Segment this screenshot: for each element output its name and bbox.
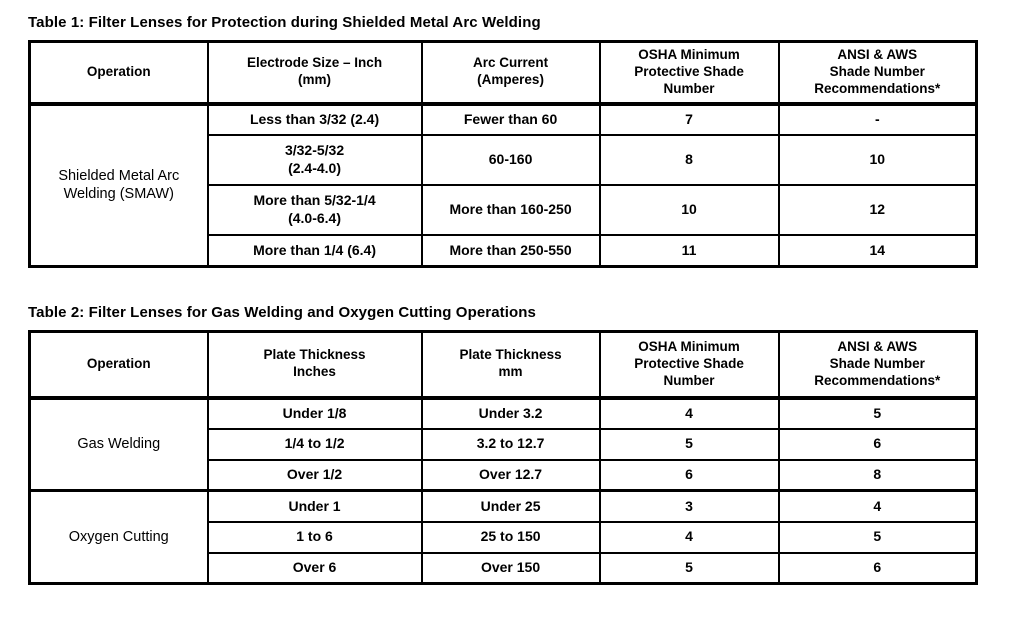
table-cell: Under 1	[206, 489, 423, 523]
table1-header-electrode-size: Electrode Size – Inch (mm)	[206, 40, 423, 106]
table2-header-operation: Operation	[28, 330, 209, 400]
table-cell: 3.2 to 12.7	[420, 427, 601, 461]
table-cell: Over 1/2	[206, 458, 423, 492]
smaw-filter-table: Operation Electrode Size – Inch (mm) Arc…	[28, 40, 978, 268]
table2-header-plate-thickness-mm: Plate Thickness mm	[420, 330, 601, 400]
table-row: Oxygen Cutting Under 1 Under 25 3 4	[28, 489, 978, 585]
table-cell: 7	[598, 102, 780, 136]
table-row: Over 1/2 Over 12.7 6 8	[30, 458, 978, 492]
table-row: Over 6 Over 150 5 6	[30, 551, 978, 585]
table-cell: 12	[777, 183, 978, 236]
table-row: 3/32-5/32 (2.4-4.0) 60-160 8 10	[30, 133, 978, 186]
table-cell: 60-160	[420, 133, 601, 186]
table-cell: 4	[777, 489, 978, 523]
table-cell: 3	[598, 489, 780, 523]
table-cell: 14	[777, 233, 978, 268]
table-cell: 25 to 150	[420, 520, 601, 554]
table1-title: Table 1: Filter Lenses for Protection du…	[28, 14, 541, 31]
table-cell: 5	[598, 551, 780, 585]
table2-header-ansi-aws-shade: ANSI & AWS Shade Number Recommendations*	[777, 330, 978, 400]
table-cell: 6	[777, 551, 978, 585]
oxygen-cutting-group: Oxygen Cutting Under 1 Under 25 3 4 1 to…	[28, 489, 978, 585]
table-cell: Under 3.2	[420, 396, 601, 430]
table1-header-row: Operation Electrode Size – Inch (mm) Arc…	[28, 40, 978, 106]
table-cell: 3/32-5/32 (2.4-4.0)	[206, 133, 423, 186]
table2-title: Table 2: Filter Lenses for Gas Welding a…	[28, 304, 536, 321]
table-cell: 5	[598, 427, 780, 461]
table-cell: 6	[777, 427, 978, 461]
table-cell: Less than 3/32 (2.4)	[206, 102, 423, 136]
operation-cell-smaw: Shielded Metal Arc Welding (SMAW)	[28, 102, 209, 268]
table-row: More than 5/32-1/4 (4.0-6.4) More than 1…	[30, 183, 978, 236]
table-cell: More than 250-550	[420, 233, 601, 268]
operation-cell-gas-welding: Gas Welding	[28, 396, 209, 492]
gas-welding-oxygen-cutting-filter-table: Operation Plate Thickness Inches Plate T…	[28, 330, 978, 585]
table-cell: Over 12.7	[420, 458, 601, 492]
table-cell: Under 1/8	[206, 396, 423, 430]
table2-header-row: Operation Plate Thickness Inches Plate T…	[28, 330, 978, 400]
table-row: Shielded Metal Arc Welding (SMAW) Less t…	[28, 102, 978, 268]
table1-header-ansi-aws-shade: ANSI & AWS Shade Number Recommendations*	[777, 40, 978, 106]
table-cell: Over 150	[420, 551, 601, 585]
table-cell: Fewer than 60	[420, 102, 601, 136]
table2-header-osha-shade: OSHA Minimum Protective Shade Number	[598, 330, 780, 400]
operation-cell-oxygen-cutting: Oxygen Cutting	[28, 489, 209, 585]
table-cell: Under 25	[420, 489, 601, 523]
table-row: 1/4 to 1/2 3.2 to 12.7 5 6	[30, 427, 978, 461]
table-row: 1 to 6 25 to 150 4 5	[30, 520, 978, 554]
table-cell: 1 to 6	[206, 520, 423, 554]
table-cell: 10	[777, 133, 978, 186]
table-cell: More than 160-250	[420, 183, 601, 236]
table1-header-arc-current: Arc Current (Amperes)	[420, 40, 601, 106]
table2-header-plate-thickness-inches: Plate Thickness Inches	[206, 330, 423, 400]
table-cell: 4	[598, 396, 780, 430]
table-cell: 4	[598, 520, 780, 554]
table-cell: 6	[598, 458, 780, 492]
table-cell: More than 1/4 (6.4)	[206, 233, 423, 268]
table-cell: 8	[598, 133, 780, 186]
table-row: Gas Welding Under 1/8 Under 3.2 4 5	[28, 396, 978, 492]
gas-welding-group: Gas Welding Under 1/8 Under 3.2 4 5 1/4 …	[28, 396, 978, 492]
table-cell: 5	[777, 520, 978, 554]
table-cell: 11	[598, 233, 780, 268]
table-cell: 8	[777, 458, 978, 492]
table-cell: 10	[598, 183, 780, 236]
table1-header-operation: Operation	[28, 40, 209, 106]
table-row: More than 1/4 (6.4) More than 250-550 11…	[30, 233, 978, 268]
table-cell: -	[777, 102, 978, 136]
table1-header-osha-shade: OSHA Minimum Protective Shade Number	[598, 40, 780, 106]
table-cell: 5	[777, 396, 978, 430]
table-cell: Over 6	[206, 551, 423, 585]
table-cell: 1/4 to 1/2	[206, 427, 423, 461]
table-cell: More than 5/32-1/4 (4.0-6.4)	[206, 183, 423, 236]
